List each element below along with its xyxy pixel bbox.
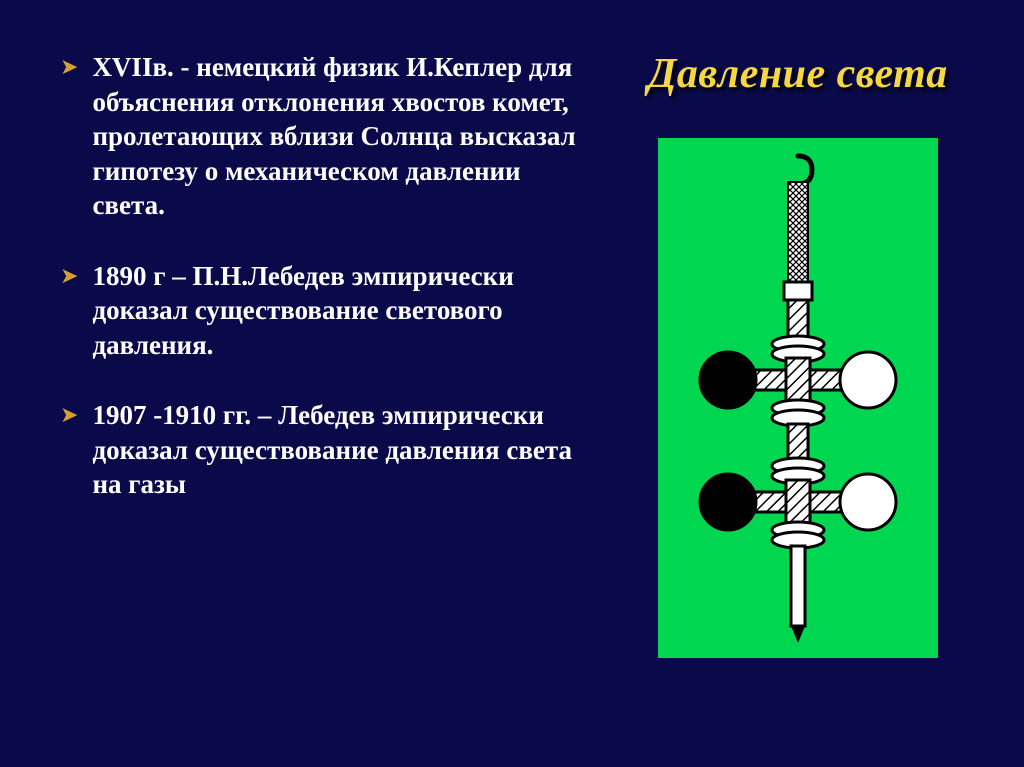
slide-title: Давление света: [648, 50, 948, 98]
chevron-right-icon: ➤: [60, 259, 78, 293]
diagram-frame: [658, 138, 938, 658]
chevron-right-icon: ➤: [60, 50, 78, 84]
bullet-text: 1907 -1910 гг. – Лебедев эмпирически док…: [92, 398, 581, 502]
bullet-item: ➤ XVIIв. - немецкий физик И.Кеплер для о…: [60, 50, 582, 223]
chevron-right-icon: ➤: [60, 398, 78, 432]
content-column: ➤ XVIIв. - немецкий физик И.Кеплер для о…: [60, 50, 582, 727]
bullet-item: ➤ 1907 -1910 гг. – Лебедев эмпирически д…: [60, 398, 582, 502]
bullet-text: 1890 г – П.Н.Лебедев эмпирически доказал…: [92, 259, 581, 363]
bullet-text: XVIIв. - немецкий физик И.Кеплер для объ…: [92, 50, 581, 223]
title-and-figure-column: Давление света: [612, 50, 985, 727]
slide: ➤ XVIIв. - немецкий физик И.Кеплер для о…: [0, 0, 1024, 767]
bullet-item: ➤ 1890 г – П.Н.Лебедев эмпирически доказ…: [60, 259, 582, 363]
radiometer-diagram-icon: [688, 148, 908, 648]
